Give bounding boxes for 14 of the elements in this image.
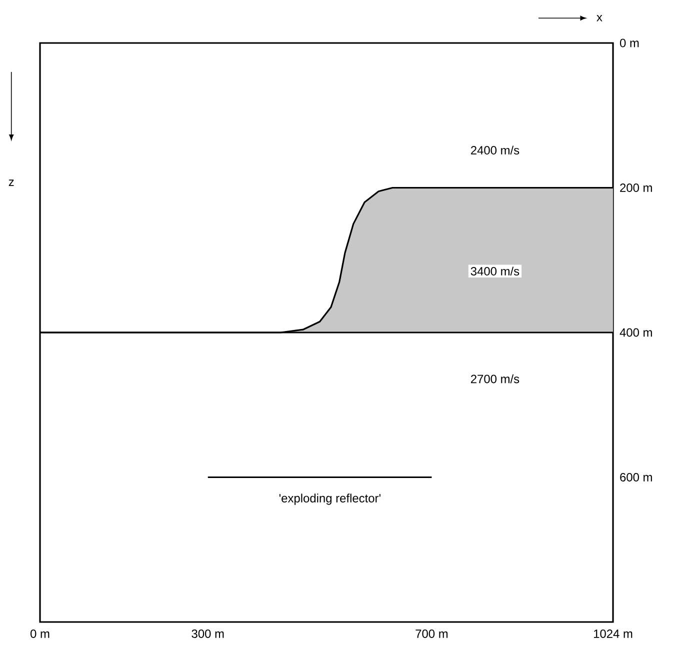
y-tick-label: 0 m [620,38,639,48]
annotation: 2400 m/s [470,146,520,154]
x-tick-label: 300 m [192,630,224,638]
y-tick-label: 200 m [620,184,652,192]
x-tick-label: 1024 m [594,630,632,638]
x-tick-label: 0 m [30,630,50,638]
annotation: 3400 m/s [470,266,520,276]
annotation: 'exploding reflector' [279,494,380,505]
x-tick-label: 700 m [416,630,448,638]
y-tick-label: 400 m [620,328,652,337]
y-axis-title: z [8,180,14,186]
y-tick-label: 600 m [620,473,652,482]
x-axis-title: x [596,14,602,22]
annotation: 2700 m/s [470,374,520,384]
